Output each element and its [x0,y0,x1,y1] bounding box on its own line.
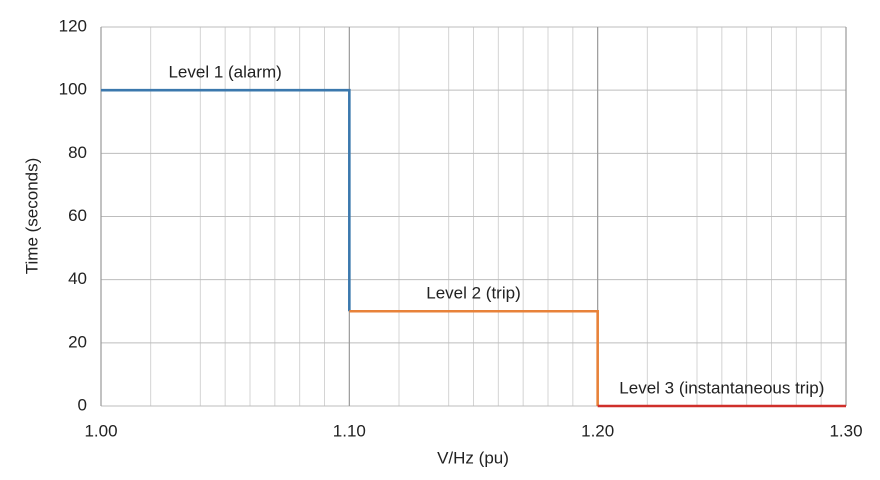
series-label: Level 3 (instantaneous trip) [619,378,824,397]
series-line [101,88,351,312]
y-tick-label: 0 [78,395,87,414]
y-tick-label: 100 [59,80,87,99]
y-axis-title: Time (seconds) [22,158,41,275]
y-tick-label: 60 [68,206,87,225]
x-axis-title: V/Hz (pu) [437,448,509,467]
x-tick-label: 1.20 [581,421,614,440]
y-tick-label: 120 [59,16,87,35]
y-tick-label: 40 [68,269,87,288]
y-tick-label: 20 [68,332,87,351]
series-label: Level 2 (trip) [426,284,520,303]
series-label: Level 1 (alarm) [168,63,281,82]
x-tick-label: 1.00 [84,421,117,440]
y-tick-label: 80 [68,143,87,162]
series-line [349,309,599,406]
x-tick-label: 1.30 [829,421,862,440]
x-tick-label: 1.10 [333,421,366,440]
